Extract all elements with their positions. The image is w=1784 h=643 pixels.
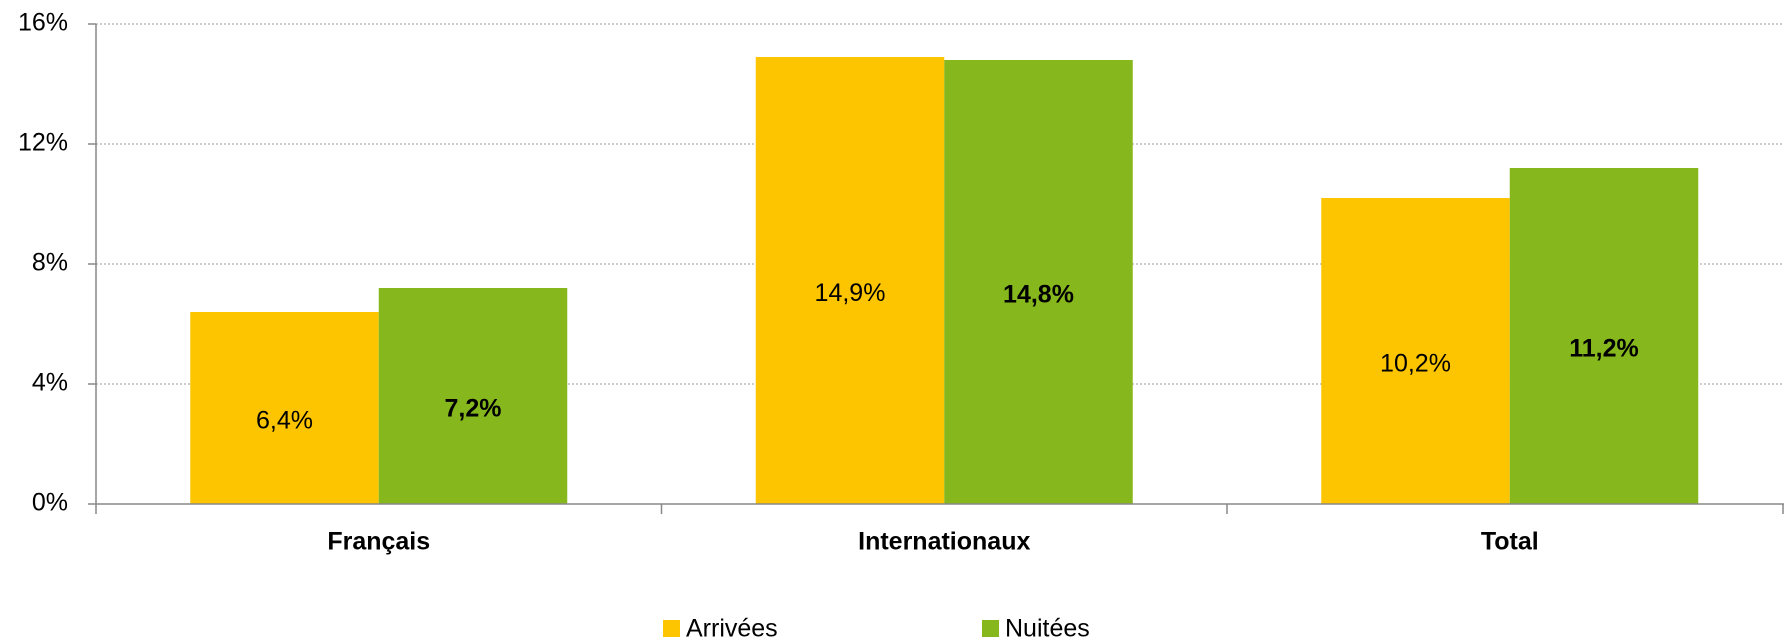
- legend-label: Nuitées: [1005, 615, 1090, 643]
- bar: [378, 288, 568, 504]
- x-tick-label: Français: [327, 528, 430, 556]
- bar: [1509, 168, 1699, 504]
- legend-swatch: [663, 620, 680, 637]
- y-tick-label: 12%: [18, 129, 68, 157]
- y-tick-label: 16%: [18, 9, 68, 37]
- legend-label: Arrivées: [686, 615, 778, 643]
- data-label: 14,8%: [1003, 281, 1074, 309]
- data-label: 10,2%: [1380, 350, 1451, 378]
- y-tick-label: 4%: [32, 369, 68, 397]
- legend-swatch: [982, 620, 999, 637]
- y-tick-label: 8%: [32, 249, 68, 277]
- data-label: 7,2%: [445, 395, 502, 423]
- bar: [1321, 198, 1510, 504]
- bar: [755, 57, 945, 504]
- data-label: 11,2%: [1569, 335, 1639, 363]
- x-tick-label: Total: [1481, 528, 1539, 556]
- data-label: 6,4%: [256, 407, 313, 435]
- data-label: 14,9%: [815, 279, 886, 307]
- x-tick-label: Internationaux: [858, 528, 1030, 556]
- bar: [190, 312, 379, 504]
- y-tick-label: 0%: [32, 489, 68, 517]
- bar: [944, 60, 1133, 504]
